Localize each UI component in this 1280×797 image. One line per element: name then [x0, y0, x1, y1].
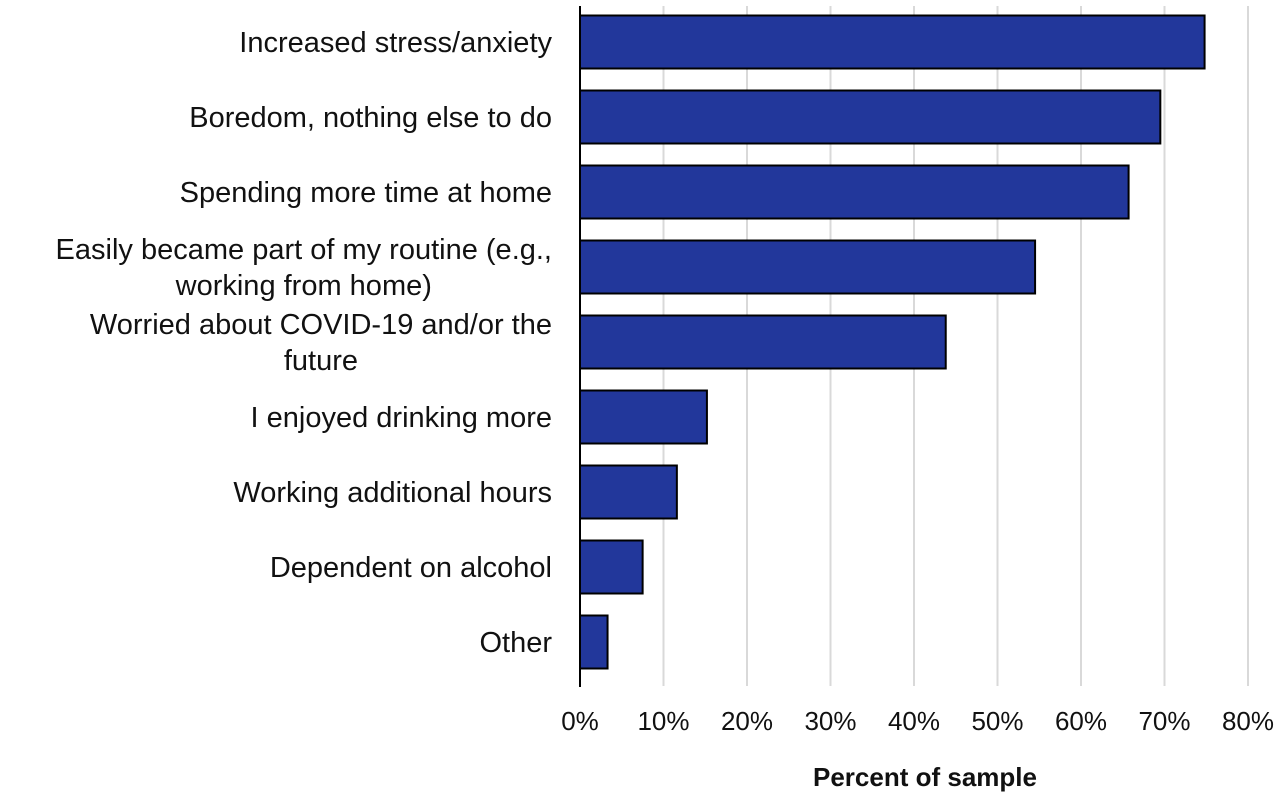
- category-label: I enjoyed drinking more: [251, 402, 552, 434]
- category-label: Other: [479, 627, 552, 659]
- x-tick-label: 40%: [888, 706, 940, 736]
- bar: [579, 539, 644, 595]
- category-label: Boredom, nothing else to do: [189, 102, 552, 134]
- x-tick-label: 60%: [1055, 706, 1107, 736]
- x-tick-labels: 0% 10% 20% 30% 40% 50% 60% 70% 80%: [561, 706, 1274, 736]
- bar: [579, 89, 1162, 145]
- x-tick-label: 70%: [1138, 706, 1190, 736]
- category-label: Working additional hours: [233, 477, 552, 509]
- bar: [579, 614, 609, 670]
- category-label: Spending more time at home: [180, 177, 552, 209]
- bar: [579, 314, 947, 370]
- bar: [579, 14, 1206, 70]
- bar: [579, 389, 708, 445]
- bar: [579, 464, 678, 520]
- category-label: Worried about COVID-19 and/or the future: [90, 309, 552, 377]
- x-tick-label: 80%: [1222, 706, 1274, 736]
- x-tick-label: 30%: [804, 706, 856, 736]
- category-label: Increased stress/anxiety: [239, 27, 552, 59]
- x-tick-label: 0%: [561, 706, 599, 736]
- bar: [579, 239, 1037, 295]
- category-labels: Increased stress/anxiety Boredom, nothing…: [56, 27, 553, 659]
- x-tick-label: 20%: [721, 706, 773, 736]
- category-label: Dependent on alcohol: [270, 552, 552, 584]
- x-tick-label: 10%: [637, 706, 689, 736]
- category-label: Easily became part of my routine (e.g., w…: [56, 234, 552, 302]
- bars: [579, 14, 1206, 670]
- x-tick-label: 50%: [971, 706, 1023, 736]
- x-axis-title: Percent of sample: [813, 762, 1037, 792]
- bar: [579, 164, 1130, 220]
